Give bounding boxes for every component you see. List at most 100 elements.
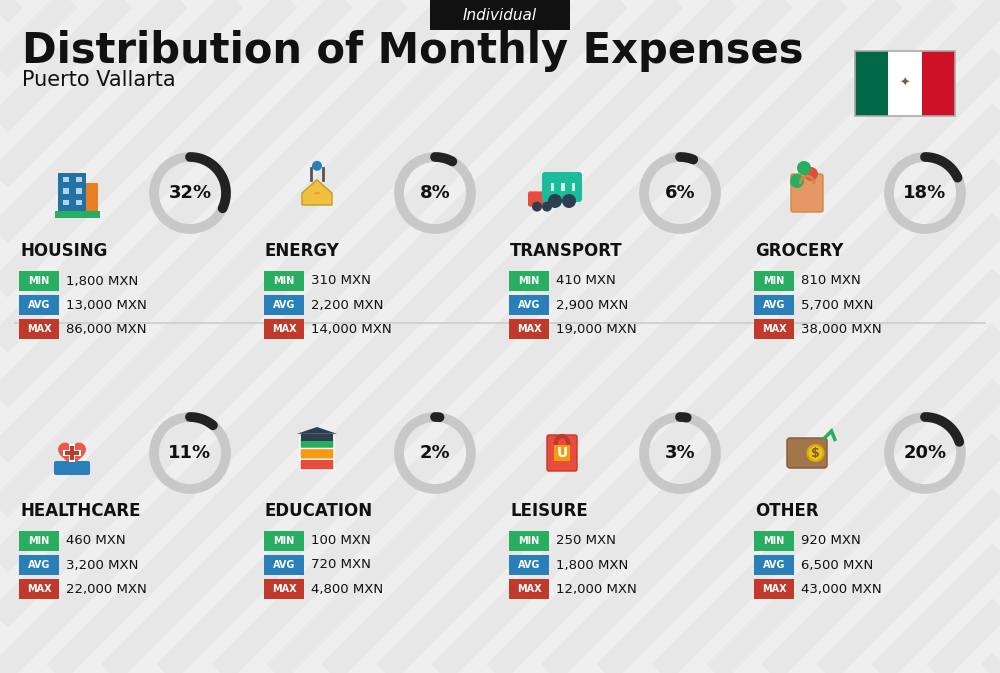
Text: MAX: MAX [762, 584, 786, 594]
Text: HEALTHCARE: HEALTHCARE [20, 502, 140, 520]
FancyBboxPatch shape [301, 434, 333, 441]
Text: Puerto Vallarta: Puerto Vallarta [22, 70, 176, 90]
FancyBboxPatch shape [787, 438, 827, 468]
Circle shape [797, 161, 811, 175]
FancyBboxPatch shape [791, 174, 823, 212]
FancyBboxPatch shape [264, 579, 304, 599]
FancyBboxPatch shape [54, 461, 90, 475]
Text: 6%: 6% [665, 184, 695, 202]
FancyBboxPatch shape [63, 450, 81, 456]
FancyBboxPatch shape [264, 295, 304, 315]
FancyBboxPatch shape [855, 50, 888, 116]
Text: 14,000 MXN: 14,000 MXN [311, 322, 392, 336]
Text: 3,200 MXN: 3,200 MXN [66, 559, 138, 571]
FancyBboxPatch shape [63, 200, 69, 205]
FancyBboxPatch shape [572, 183, 575, 191]
FancyBboxPatch shape [509, 319, 549, 339]
Text: 86,000 MXN: 86,000 MXN [66, 322, 146, 336]
Text: 410 MXN: 410 MXN [556, 275, 616, 287]
Circle shape [804, 167, 818, 181]
FancyBboxPatch shape [58, 173, 86, 213]
FancyBboxPatch shape [754, 579, 794, 599]
Text: 32%: 32% [168, 184, 212, 202]
Circle shape [312, 161, 322, 171]
Text: 100 MXN: 100 MXN [311, 534, 371, 548]
FancyBboxPatch shape [554, 445, 570, 461]
Text: LEISURE: LEISURE [510, 502, 588, 520]
Text: 19,000 MXN: 19,000 MXN [556, 322, 637, 336]
Text: MIN: MIN [28, 536, 50, 546]
Text: MAX: MAX [272, 324, 296, 334]
FancyBboxPatch shape [509, 579, 549, 599]
Text: ENERGY: ENERGY [265, 242, 340, 260]
Text: AVG: AVG [763, 560, 785, 570]
FancyBboxPatch shape [430, 0, 570, 30]
FancyBboxPatch shape [551, 183, 554, 191]
Text: 720 MXN: 720 MXN [311, 559, 371, 571]
Text: MAX: MAX [517, 584, 541, 594]
FancyBboxPatch shape [264, 319, 304, 339]
FancyBboxPatch shape [509, 295, 549, 315]
FancyBboxPatch shape [509, 555, 549, 575]
FancyBboxPatch shape [754, 319, 794, 339]
Text: 810 MXN: 810 MXN [801, 275, 861, 287]
Text: OTHER: OTHER [755, 502, 819, 520]
Text: TRANSPORT: TRANSPORT [510, 242, 623, 260]
Text: MIN: MIN [28, 276, 50, 286]
FancyBboxPatch shape [19, 531, 59, 551]
FancyBboxPatch shape [754, 531, 794, 551]
FancyBboxPatch shape [509, 271, 549, 291]
FancyBboxPatch shape [528, 191, 552, 207]
Polygon shape [313, 180, 321, 206]
FancyBboxPatch shape [561, 183, 565, 191]
Text: 38,000 MXN: 38,000 MXN [801, 322, 882, 336]
FancyBboxPatch shape [264, 271, 304, 291]
Text: EDUCATION: EDUCATION [265, 502, 373, 520]
Text: AVG: AVG [518, 300, 540, 310]
Text: 920 MXN: 920 MXN [801, 534, 861, 548]
Text: MAX: MAX [762, 324, 786, 334]
FancyBboxPatch shape [754, 271, 794, 291]
FancyBboxPatch shape [754, 295, 794, 315]
Text: 5,700 MXN: 5,700 MXN [801, 299, 873, 312]
Text: MIN: MIN [763, 276, 785, 286]
Text: AVG: AVG [28, 300, 50, 310]
Circle shape [790, 174, 804, 188]
Text: AVG: AVG [763, 300, 785, 310]
FancyBboxPatch shape [76, 188, 82, 194]
Text: 2,200 MXN: 2,200 MXN [311, 299, 383, 312]
Text: 460 MXN: 460 MXN [66, 534, 126, 548]
Text: MIN: MIN [518, 276, 540, 286]
FancyBboxPatch shape [300, 459, 334, 470]
FancyBboxPatch shape [509, 531, 549, 551]
Text: MIN: MIN [273, 536, 295, 546]
FancyBboxPatch shape [888, 50, 922, 116]
Text: 1,800 MXN: 1,800 MXN [556, 559, 628, 571]
Text: MAX: MAX [272, 584, 296, 594]
Text: 11%: 11% [168, 444, 212, 462]
FancyBboxPatch shape [70, 446, 74, 460]
FancyBboxPatch shape [300, 448, 334, 459]
FancyBboxPatch shape [63, 188, 69, 194]
Text: 250 MXN: 250 MXN [556, 534, 616, 548]
Text: 43,000 MXN: 43,000 MXN [801, 583, 882, 596]
Text: 18%: 18% [903, 184, 947, 202]
Text: U: U [556, 446, 568, 460]
Text: 2%: 2% [420, 444, 450, 462]
Text: MIN: MIN [518, 536, 540, 546]
FancyBboxPatch shape [76, 177, 82, 182]
FancyBboxPatch shape [547, 435, 577, 471]
FancyBboxPatch shape [55, 211, 100, 218]
Circle shape [548, 194, 562, 208]
Text: 2,900 MXN: 2,900 MXN [556, 299, 628, 312]
Text: GROCERY: GROCERY [755, 242, 843, 260]
Text: 6,500 MXN: 6,500 MXN [801, 559, 873, 571]
Text: MAX: MAX [27, 324, 51, 334]
Text: 3%: 3% [665, 444, 695, 462]
Text: AVG: AVG [273, 560, 295, 570]
FancyBboxPatch shape [63, 177, 69, 182]
Text: MAX: MAX [27, 584, 51, 594]
Circle shape [808, 445, 824, 461]
Polygon shape [58, 443, 86, 468]
Circle shape [562, 194, 576, 208]
